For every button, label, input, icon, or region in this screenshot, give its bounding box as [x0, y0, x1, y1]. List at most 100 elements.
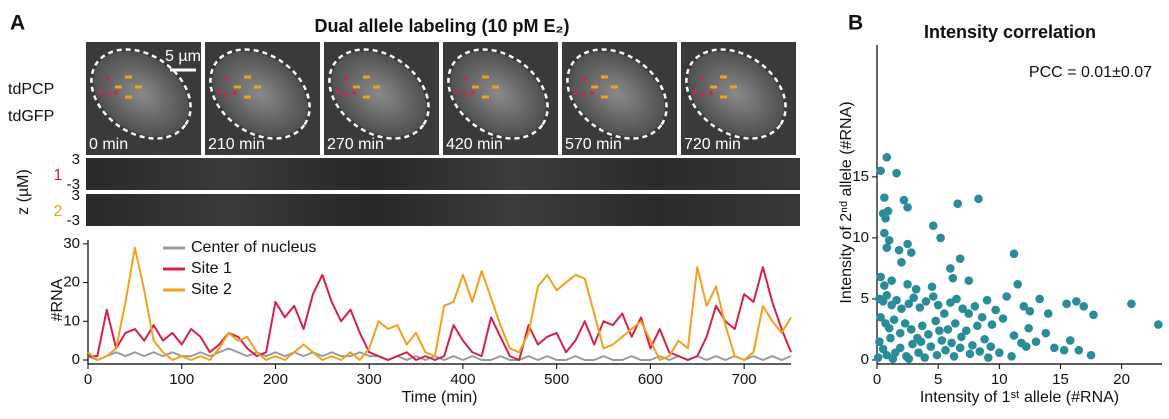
point [998, 314, 1008, 323]
site-marker [471, 91, 475, 95]
point [880, 193, 889, 202]
point [965, 349, 975, 359]
site-marker [574, 90, 578, 94]
point [1059, 345, 1069, 355]
site-marker [244, 95, 251, 99]
point [973, 321, 982, 331]
point [892, 295, 901, 305]
legend-label: Center of nucleus [191, 239, 316, 256]
frame-label: 210 min [208, 136, 265, 153]
point [955, 254, 965, 263]
point [961, 326, 971, 335]
point [1050, 343, 1059, 353]
point [894, 245, 904, 255]
y-tick-label: 30 [63, 235, 80, 252]
panel-label: B [848, 12, 863, 35]
point [1013, 280, 1022, 289]
point [1072, 297, 1081, 306]
point [1079, 301, 1089, 311]
point [1065, 336, 1075, 345]
channel-label: tdPCP [8, 81, 54, 98]
site-marker [115, 85, 122, 89]
point [897, 258, 906, 267]
point [1025, 306, 1035, 316]
point [931, 316, 941, 326]
site-marker [363, 75, 370, 79]
point [1007, 352, 1016, 361]
site-marker [106, 93, 110, 97]
scale-bar-label: 5 µm [165, 48, 201, 65]
nucleus-outline [566, 48, 668, 140]
nucleus [93, 51, 189, 137]
x-tick-label: 5 [934, 371, 942, 388]
point [958, 304, 967, 314]
point [921, 297, 931, 306]
site-marker [233, 91, 237, 95]
point [882, 243, 892, 252]
site-marker [463, 77, 467, 81]
point [1127, 299, 1136, 309]
point [937, 336, 947, 345]
point [1021, 342, 1031, 351]
point [1019, 301, 1029, 311]
point [1089, 310, 1098, 320]
point [926, 342, 936, 351]
site-marker [701, 93, 705, 97]
point [873, 353, 883, 362]
site-marker [353, 85, 360, 89]
x-tick-label: 20 [1113, 371, 1130, 388]
point [1009, 249, 1019, 259]
x-tick-label: 300 [357, 371, 382, 388]
point [914, 348, 923, 357]
kymograph-tick: 3 [72, 187, 80, 204]
kymograph-tick: -3 [67, 176, 80, 193]
point [883, 206, 893, 216]
site-marker [482, 75, 489, 79]
site-marker [344, 93, 348, 97]
x-axis-label: Time (min) [402, 389, 478, 406]
x-tick-label: 15 [1052, 371, 1069, 388]
point [941, 345, 950, 355]
site-marker [601, 75, 608, 79]
site-marker [234, 85, 241, 89]
point [903, 280, 912, 289]
nucleus [212, 51, 308, 137]
point [946, 264, 955, 273]
nucleus-outline [90, 48, 192, 140]
site-marker [611, 85, 618, 89]
point [881, 214, 890, 223]
point [935, 326, 944, 335]
site-marker [482, 95, 489, 99]
y-axis-label: #RNA [49, 278, 66, 321]
kymograph [86, 194, 800, 226]
point [964, 276, 974, 285]
panel-label: A [10, 12, 25, 35]
point [932, 350, 942, 360]
point [876, 166, 885, 176]
point [908, 339, 917, 349]
site-marker [98, 90, 102, 94]
site-marker [582, 93, 586, 97]
point [911, 284, 921, 294]
site-marker [720, 95, 727, 99]
y-tick-label: 10 [63, 312, 80, 329]
x-tick-label: 700 [732, 371, 757, 388]
point [900, 319, 910, 328]
point [986, 342, 996, 351]
point [887, 276, 896, 285]
site-marker [363, 95, 370, 99]
legend-label: Site 1 [191, 260, 232, 277]
point [928, 221, 938, 230]
point [1024, 323, 1033, 333]
point [904, 299, 914, 309]
point [947, 338, 956, 348]
data-line [88, 266, 792, 361]
site-marker [601, 95, 608, 99]
nucleus [688, 51, 784, 137]
point [882, 153, 892, 162]
nucleus [569, 51, 665, 137]
site-marker [254, 85, 261, 89]
point [884, 236, 894, 245]
site-marker [701, 77, 705, 81]
point [995, 348, 1004, 357]
